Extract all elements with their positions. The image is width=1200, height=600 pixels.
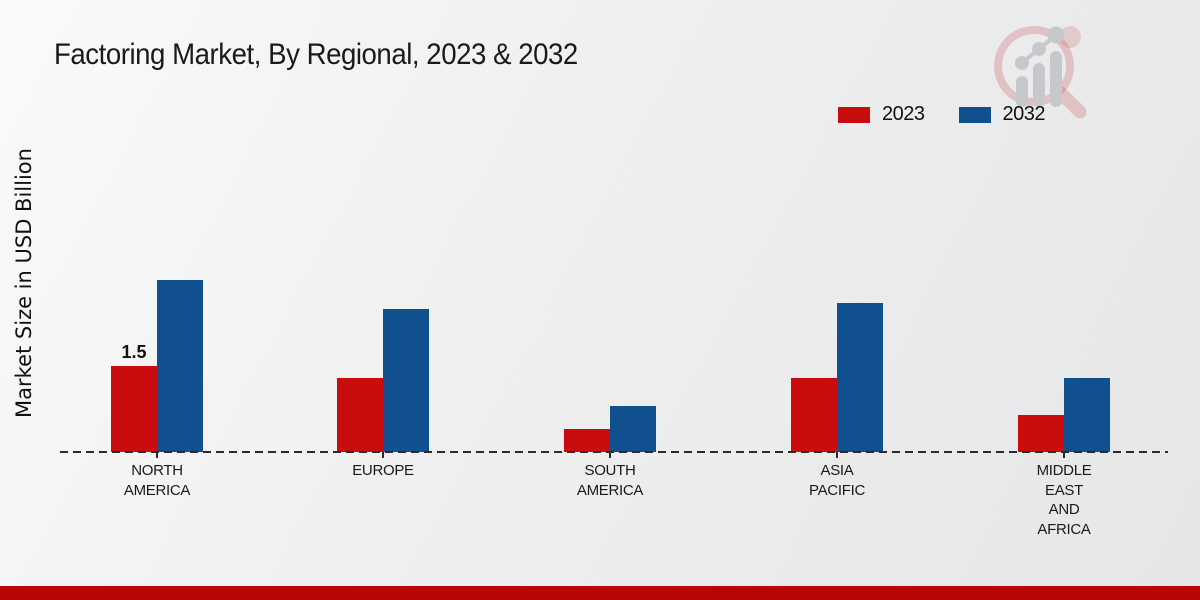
bar-2023-asia-pacific — [791, 378, 837, 452]
legend-label-2023: 2023 — [882, 103, 925, 125]
bar-2023-north-america — [111, 366, 157, 452]
bar-2023-south-america — [564, 429, 610, 452]
legend-item-2023: 2023 — [838, 103, 925, 126]
magnifier-chart-icon — [994, 26, 1087, 119]
bar-2032-north-america — [157, 280, 203, 452]
x-axis-tick — [1063, 452, 1065, 458]
bar-2032-middle-east-and-africa — [1064, 378, 1110, 452]
chart-title: Factoring Market, By Regional, 2023 & 20… — [54, 38, 578, 71]
legend: 2023 2032 — [838, 103, 1045, 126]
x-axis-tick — [156, 452, 158, 458]
x-axis-label-line: AMERICA — [576, 481, 644, 499]
x-axis-tick — [382, 452, 384, 458]
x-axis-label-middle-east-and-africa: MIDDLE EAST AND AFRICA — [974, 461, 1154, 539]
x-axis-label-south-america: SOUTH AMERICA — [520, 461, 700, 500]
x-axis-label-line: MIDDLE — [1036, 462, 1092, 479]
legend-swatch-2023 — [838, 106, 870, 123]
bar-2023-middle-east-and-africa — [1018, 415, 1064, 452]
brand-watermark-logo — [986, 18, 1091, 123]
x-axis-tick — [609, 452, 611, 458]
x-axis-label-line: NORTH — [131, 462, 183, 479]
bar-2032-south-america — [610, 406, 656, 452]
x-axis-baseline — [60, 451, 1168, 453]
bar-2032-europe — [383, 309, 429, 452]
x-axis-label-line: PACIFIC — [809, 481, 865, 499]
x-axis-label-north-america: NORTH AMERICA — [67, 461, 247, 500]
footer-accent-band — [0, 586, 1200, 600]
x-axis-label-europe: EUROPE — [293, 461, 473, 481]
bar-2023-europe — [337, 378, 383, 452]
legend-swatch-2032 — [958, 106, 991, 123]
x-axis-label-line: AND — [1048, 501, 1080, 518]
x-axis-label-asia-pacific: ASIA PACIFIC — [747, 461, 927, 500]
legend-item-2032: 2032 — [958, 103, 1046, 126]
bar-2032-asia-pacific — [837, 303, 883, 452]
x-axis-tick — [836, 452, 838, 458]
x-axis-label-line: EAST — [1045, 481, 1083, 499]
legend-label-2032: 2032 — [1002, 103, 1046, 125]
x-axis-label-line: SOUTH — [584, 462, 636, 479]
x-axis-label-line: EUROPE — [352, 462, 414, 479]
x-axis-label-line: AFRICA — [1037, 520, 1091, 538]
bar-data-label: 1.5 — [121, 342, 147, 362]
x-axis-label-line: AMERICA — [123, 481, 191, 499]
x-axis-label-line: ASIA — [820, 462, 854, 479]
